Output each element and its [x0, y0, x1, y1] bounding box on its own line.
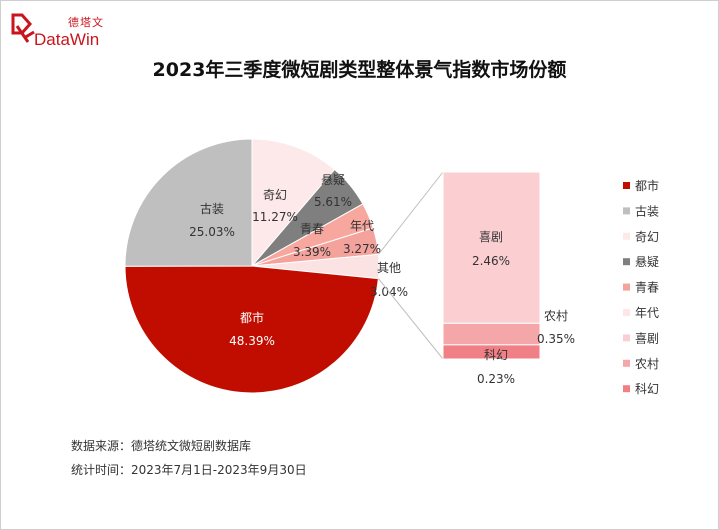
slice-label-其他: 其他: [377, 261, 401, 275]
logo-en-text: DataWin: [34, 30, 100, 49]
legend-swatch-农村: [623, 359, 630, 367]
legend-swatch-悬疑: [623, 258, 630, 266]
breakdown-value-喜剧: 2.46%: [472, 254, 510, 268]
breakdown-bar-农村: [442, 322, 541, 346]
datawin-logo-icon: [11, 13, 35, 43]
datawin-logo: 德塔文 DataWin: [10, 10, 120, 50]
slice-value-青春: 3.39%: [293, 245, 331, 259]
legend-label-农村: 农村: [635, 357, 659, 371]
slice-value-古装: 25.03%: [189, 225, 235, 239]
breakdown-value-科幻: 0.23%: [477, 372, 515, 386]
slice-value-奇幻: 11.27%: [252, 210, 298, 224]
connector-line-bottom: [377, 278, 444, 360]
breakdown-value-农村: 0.35%: [537, 332, 575, 346]
breakdown-label-喜剧: 喜剧: [479, 230, 503, 244]
breakdown-bar-喜剧: [442, 171, 541, 324]
legend-label-奇幻: 奇幻: [635, 230, 659, 244]
chart-title: 2023年三季度微短剧类型整体景气指数市场份额: [152, 59, 567, 81]
legend-label-悬疑: 悬疑: [635, 254, 659, 269]
breakdown-label-科幻: 科幻: [484, 348, 508, 362]
slice-label-都市: 都市: [240, 310, 264, 325]
slice-label-年代: 年代: [350, 219, 374, 233]
legend-swatch-奇幻: [623, 232, 630, 240]
slice-value-悬疑: 5.61%: [314, 195, 352, 209]
statistics-period: 统计时间：2023年7月1日-2023年9月30日: [71, 463, 307, 477]
pie-slice-古装: [124, 138, 253, 267]
slice-label-悬疑: 悬疑: [321, 172, 345, 187]
legend-label-科幻: 科幻: [635, 382, 659, 396]
data-source: 数据来源：德塔统文微短剧数据库: [71, 439, 252, 453]
pie-slice-奇幻: [251, 138, 336, 268]
legend-label-都市: 都市: [635, 178, 659, 193]
legend-label-古装: 古装: [635, 203, 659, 218]
slice-label-奇幻: 奇幻: [263, 188, 287, 202]
legend-swatch-喜剧: [623, 334, 630, 342]
legend-label-喜剧: 喜剧: [635, 331, 659, 345]
slice-value-年代: 3.27%: [343, 242, 381, 256]
legend-label-青春: 青春: [635, 281, 659, 295]
slice-label-青春: 青春: [300, 222, 324, 236]
connector-line-top: [378, 171, 444, 255]
legend-swatch-年代: [623, 309, 630, 316]
logo-cn-text: 德塔文: [68, 16, 104, 29]
breakdown-bar-科幻: [442, 344, 541, 360]
slice-value-都市: 48.39%: [229, 334, 275, 348]
legend-swatch-科幻: [623, 385, 630, 393]
legend-label-年代: 年代: [635, 306, 659, 320]
legend-swatch-青春: [623, 283, 630, 291]
legend-swatch-都市: [623, 182, 630, 189]
slice-label-古装: 古装: [200, 201, 224, 216]
pie-slice-都市: [124, 265, 379, 394]
legend-swatch-古装: [623, 207, 630, 215]
breakdown-label-农村: 农村: [544, 309, 568, 323]
